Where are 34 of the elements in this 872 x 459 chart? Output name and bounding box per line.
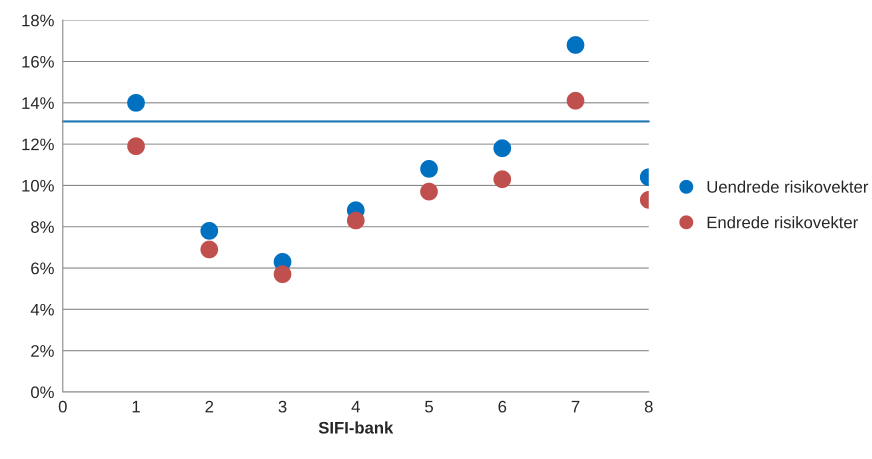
legend-label: Endrede risikovekter [708, 216, 858, 228]
x-tick-label: 5 [425, 400, 433, 413]
y-tick-label: 14% [22, 97, 54, 109]
point [127, 137, 145, 156]
x-tick-label: 2 [205, 400, 214, 412]
x-axis-title: SIFI-bank [318, 421, 394, 434]
y-tick-label: 10% [22, 180, 54, 192]
y-tick-label: 2% [31, 345, 54, 357]
point [200, 240, 218, 258]
point [566, 36, 584, 54]
point [420, 182, 438, 200]
x-tick-label: 8 [644, 400, 653, 413]
y-tick-label: 0% [31, 386, 54, 398]
point [346, 212, 365, 230]
y-tick-label: 6% [31, 262, 54, 274]
point [420, 160, 438, 178]
x-tick-label: 0 [58, 400, 67, 413]
point [200, 222, 218, 240]
point [493, 139, 512, 158]
y-tick-label: 18% [22, 14, 54, 26]
point [274, 265, 292, 284]
x-tick-label: 7 [572, 400, 580, 412]
point [566, 92, 584, 110]
x-tick-label: 1 [132, 400, 140, 412]
point [127, 94, 145, 112]
x-tick-label: 6 [498, 400, 506, 413]
x-tick-label: 3 [278, 400, 286, 413]
point [493, 170, 512, 188]
legend-label: Uendrede risikovekter [708, 180, 868, 193]
y-tick-label: 8% [31, 221, 54, 233]
y-tick-label: 12% [22, 138, 54, 150]
y-tick-label: 16% [22, 56, 54, 68]
y-tick-label: 4% [30, 304, 54, 316]
x-tick-label: 4 [352, 400, 360, 412]
